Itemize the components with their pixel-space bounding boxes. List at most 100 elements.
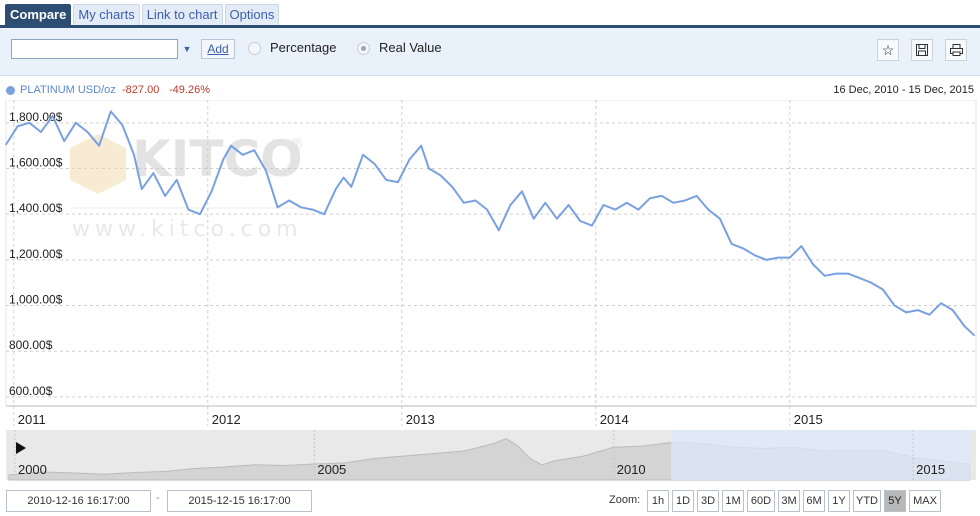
to-date-input[interactable]: 2015-12-15 16:17:00	[167, 490, 312, 512]
chevron-down-icon[interactable]: ▼	[182, 44, 192, 54]
zoom-3m-button[interactable]: 3M	[778, 490, 800, 512]
tab-compare[interactable]: Compare	[5, 4, 72, 25]
data-point	[222, 158, 225, 161]
data-point	[672, 201, 675, 204]
data-point	[579, 220, 582, 222]
series-dot-icon	[6, 86, 15, 95]
data-point	[133, 154, 135, 156]
data-point	[754, 254, 756, 257]
zoom-ytd-button[interactable]: YTD	[853, 490, 881, 512]
kitco-watermark: KITCO ® www.kitco.com	[70, 130, 304, 242]
data-point	[858, 277, 861, 279]
from-date-input[interactable]: 2010-12-16 16:17:00	[6, 490, 151, 512]
navigator-selection[interactable]	[671, 430, 971, 480]
data-point	[684, 199, 686, 202]
data-point	[210, 190, 213, 193]
data-point	[16, 125, 19, 128]
zoom-60d-button[interactable]: 60D	[747, 490, 775, 512]
zoom-1m-button[interactable]: 1M	[722, 490, 744, 512]
symbol-input[interactable]	[11, 39, 178, 59]
tab-bar: Compare My charts Link to chart Options	[5, 4, 280, 26]
data-point	[532, 217, 535, 220]
play-icon[interactable]	[16, 442, 26, 454]
zoom-1y-button[interactable]: 1Y	[828, 490, 850, 512]
data-point	[63, 140, 65, 142]
percentage-radio[interactable]	[248, 42, 261, 55]
add-button[interactable]: Add	[201, 39, 235, 59]
watermark-mark: ®	[288, 135, 304, 154]
data-point	[835, 272, 838, 275]
data-point	[40, 131, 42, 133]
print-icon[interactable]	[945, 39, 967, 61]
navigator-labels: 2000 2005 2010 2015	[14, 430, 945, 480]
data-point	[893, 304, 896, 307]
data-point	[5, 143, 7, 146]
data-point	[265, 169, 267, 172]
data-point	[928, 313, 931, 316]
data-point	[626, 201, 628, 204]
data-point	[86, 131, 89, 133]
grid-lines	[6, 100, 976, 426]
compare-toolbar: ▼ Add Percentage Real Value ☆	[0, 28, 980, 76]
data-point	[335, 188, 337, 190]
y-tick-label: 600.00$	[9, 384, 53, 398]
star-icon[interactable]: ☆	[877, 39, 899, 61]
data-point	[175, 179, 178, 181]
data-point	[474, 199, 477, 202]
data-point	[917, 309, 919, 311]
zoom-max-button[interactable]: MAX	[909, 490, 941, 512]
zoom-3d-button[interactable]: 3D	[697, 490, 719, 512]
zoom-label: Zoom:	[609, 494, 641, 506]
y-axis-labels: 800.00$ 1,000.00$ 1,200.00$ 1,400.00$ 1,600.…	[9, 110, 63, 398]
percentage-label: Percentage	[270, 40, 337, 55]
data-point	[695, 195, 698, 197]
data-point	[439, 174, 442, 177]
tab-underline	[0, 25, 980, 28]
price-chart[interactable]: KITCO ® www.kitco.com 800.00$ 1,000.00$ 1,…	[0, 100, 980, 430]
x-tick-label: 2015	[794, 412, 823, 427]
data-point	[591, 224, 593, 227]
data-point	[567, 204, 570, 206]
data-point	[823, 275, 826, 277]
tab-link-to-chart[interactable]: Link to chart	[141, 4, 223, 25]
data-point	[51, 115, 54, 117]
series-line[interactable]	[5, 110, 975, 336]
data-point	[847, 272, 849, 275]
zoom-5y-button[interactable]: 5Y	[884, 490, 906, 512]
tab-options[interactable]: Options	[224, 4, 280, 25]
save-icon[interactable]	[911, 39, 933, 61]
data-point	[649, 197, 651, 199]
navigator-tick-label: 2000	[18, 462, 47, 477]
x-tick-label: 2012	[212, 412, 241, 427]
data-point	[385, 179, 388, 181]
data-point	[486, 208, 488, 211]
data-point	[800, 245, 803, 247]
data-point	[963, 325, 966, 327]
zoom-1h-button[interactable]: 1h	[647, 490, 669, 512]
real-value-radio[interactable]	[357, 42, 370, 55]
tab-my-charts[interactable]: My charts	[73, 4, 140, 25]
data-point	[602, 204, 605, 206]
data-point	[230, 144, 232, 147]
data-point	[742, 247, 744, 250]
data-point	[777, 256, 779, 259]
data-point	[707, 208, 710, 211]
zoom-1d-button[interactable]: 1D	[672, 490, 694, 512]
data-point	[730, 243, 733, 245]
y-tick-label: 1,600.00$	[9, 156, 63, 170]
data-point	[940, 302, 942, 305]
data-point	[373, 163, 376, 165]
navigator-tick-label: 2015	[916, 462, 945, 477]
data-point	[350, 185, 353, 188]
series-name[interactable]: PLATINUM USD/oz	[20, 84, 116, 96]
range-navigator[interactable]: 2000 2005 2010 2015	[0, 430, 980, 482]
data-point	[905, 311, 907, 314]
data-point	[428, 167, 430, 170]
series-change-percent: -49.26%	[169, 84, 210, 96]
data-point	[311, 208, 314, 211]
data-point	[141, 188, 143, 190]
zoom-6m-button[interactable]: 6M	[803, 490, 825, 512]
data-point	[276, 206, 279, 209]
data-point	[870, 281, 873, 284]
data-point	[98, 144, 100, 147]
